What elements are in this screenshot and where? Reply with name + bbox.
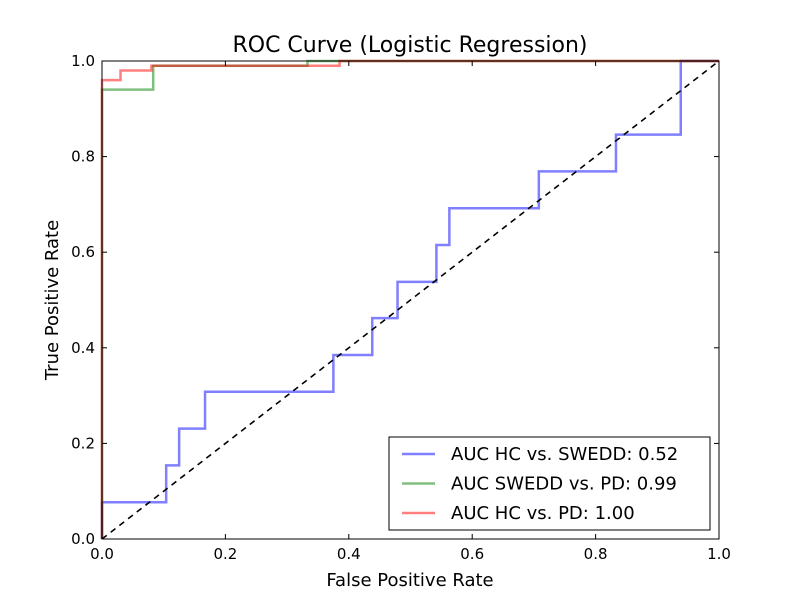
reference-diagonal-line — [101, 60, 720, 540]
y-tick-label: 0.4 — [71, 339, 95, 357]
legend: AUC HC vs. SWEDD: 0.52 AUC SWEDD vs. PD: … — [388, 436, 711, 531]
y-tick-label: 1.0 — [71, 52, 95, 70]
axis-ticks: 0.0 0.2 0.4 0.6 0.8 1.0 0.0 0.2 0.4 0.6 0.8 1.0 — [71, 52, 731, 563]
x-tick-label: 1.0 — [707, 545, 731, 563]
x-tick-label: 0.4 — [337, 545, 361, 563]
series-line-1 — [100, 59, 719, 539]
y-axis-label: True Positive Rate — [42, 220, 63, 381]
legend-label-3: AUC HC vs. PD: 1.00 — [451, 503, 635, 524]
x-tick-label: 0.8 — [584, 545, 608, 563]
x-axis-label: False Positive Rate — [326, 570, 493, 591]
legend-box — [388, 436, 711, 531]
x-tick-label: 0.6 — [460, 545, 484, 563]
y-tick-label: 0.0 — [71, 530, 95, 548]
legend-label-1: AUC HC vs. SWEDD: 0.52 — [451, 444, 678, 465]
y-tick-label: 0.2 — [71, 434, 95, 452]
series-line-3 — [100, 59, 719, 539]
legend-label-2: AUC SWEDD vs. PD: 0.99 — [451, 474, 677, 495]
y-tick-label: 0.6 — [71, 243, 95, 261]
plot-frame — [101, 60, 720, 540]
x-tick-label: 0.0 — [90, 545, 114, 563]
x-tick-label: 0.2 — [213, 545, 237, 563]
y-tick-label: 0.8 — [71, 148, 95, 166]
chart-title: ROC Curve (Logistic Regression) — [232, 33, 587, 58]
